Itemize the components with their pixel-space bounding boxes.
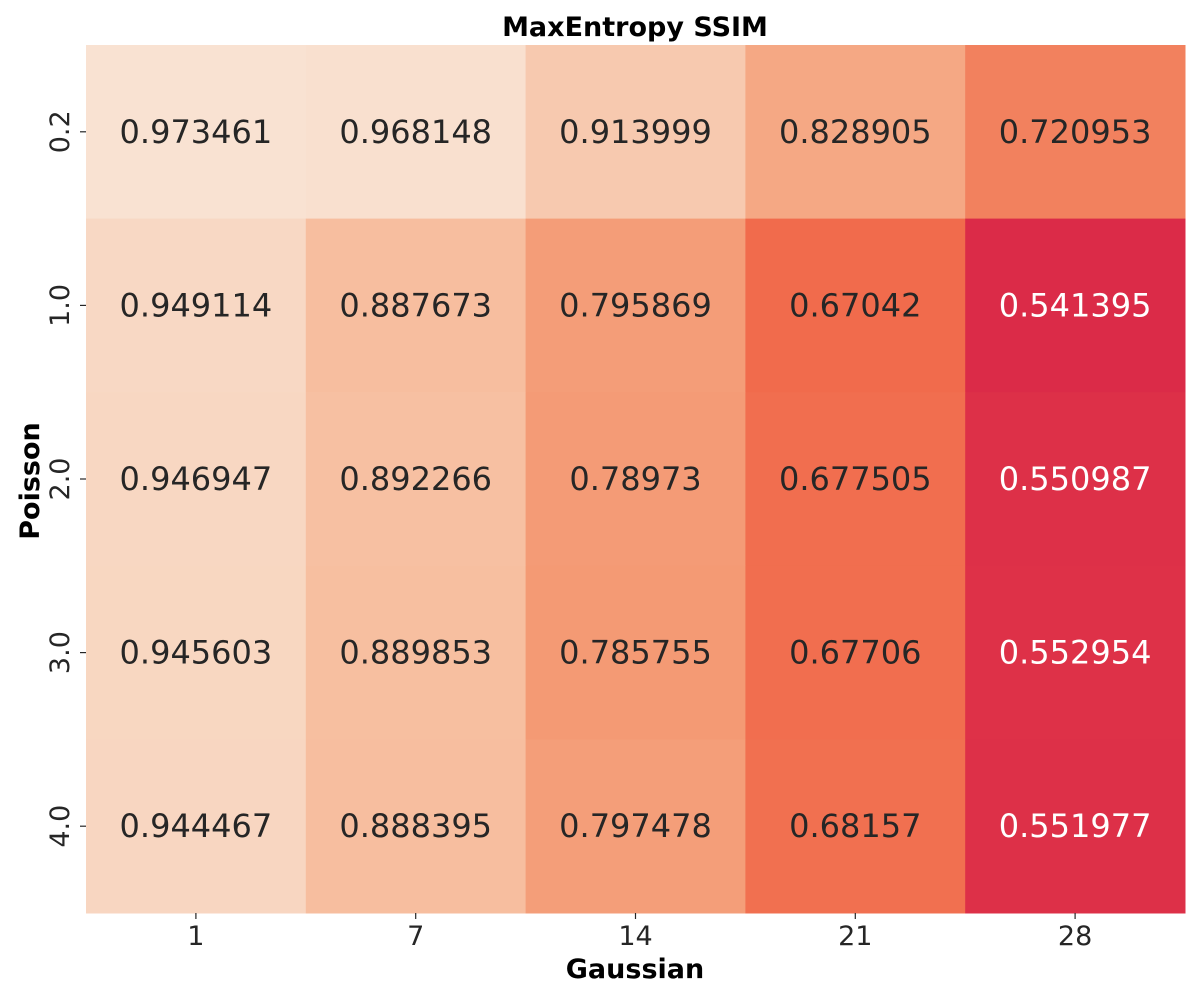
heatmap-cell-label: 0.78973 xyxy=(569,460,701,498)
heatmap-cell xyxy=(745,565,966,740)
heatmap-cell xyxy=(86,45,307,220)
heatmap-cell xyxy=(305,565,527,740)
heatmap-cell-label: 0.552954 xyxy=(999,634,1152,672)
x-tick-label: 1 xyxy=(187,921,204,952)
heatmap-cell xyxy=(86,218,307,393)
heatmap-cell xyxy=(86,392,307,567)
heatmap-cell xyxy=(965,45,1186,220)
heatmap-cell-label: 0.541395 xyxy=(999,286,1152,324)
heatmap-cell xyxy=(745,45,966,220)
heatmap-cell xyxy=(525,565,746,740)
heatmap-cell xyxy=(745,739,966,914)
heatmap-cell-label: 0.67042 xyxy=(789,286,921,324)
heatmap-cell-label: 0.551977 xyxy=(999,807,1152,845)
heatmap-cell xyxy=(86,739,307,914)
heatmap-cell xyxy=(745,218,966,393)
heatmap-cell-label: 0.797478 xyxy=(559,807,712,845)
heatmap-cell xyxy=(525,218,746,393)
y-tick-label: 1.0 xyxy=(45,284,76,327)
heatmap-cell xyxy=(305,739,527,914)
heatmap-cell-label: 0.944467 xyxy=(120,807,273,845)
heatmap-cell xyxy=(525,739,746,914)
y-axis-label: Poisson xyxy=(15,422,46,540)
x-tick-label: 21 xyxy=(838,921,872,952)
heatmap-cell xyxy=(745,392,966,567)
heatmap-cell xyxy=(965,218,1186,393)
heatmap-cell-label: 0.888395 xyxy=(339,807,492,845)
heatmap-cells: 0.973461 0.968148 0.913999 0.828905 0.720953… xyxy=(86,45,1186,914)
heatmap-cell-label: 0.968148 xyxy=(339,113,492,151)
y-tick-label: 3.0 xyxy=(45,631,76,674)
heatmap-cell-label: 0.889853 xyxy=(339,634,492,672)
heatmap-cell-label: 0.892266 xyxy=(339,460,492,498)
heatmap-cell xyxy=(305,45,527,220)
heatmap-cell-label: 0.785755 xyxy=(559,634,712,672)
x-tick-label: 7 xyxy=(407,921,424,952)
y-tick-label: 4.0 xyxy=(45,805,76,848)
x-axis-label: Gaussian xyxy=(566,954,704,985)
heatmap-cell-label: 0.67706 xyxy=(789,634,921,672)
heatmap-cell-label: 0.887673 xyxy=(339,286,492,324)
heatmap-cell xyxy=(525,45,746,220)
y-tick-label: 0.2 xyxy=(45,110,76,153)
y-tick-label: 2.0 xyxy=(45,458,76,501)
heatmap-cell-label: 0.795869 xyxy=(559,286,712,324)
heatmap-cell xyxy=(965,739,1186,914)
heatmap-cell xyxy=(86,565,307,740)
heatmap-cell xyxy=(965,565,1186,740)
chart-title: MaxEntropy SSIM xyxy=(502,12,768,43)
heatmap-cell-label: 0.949114 xyxy=(120,286,273,324)
y-axis-ticks: 0.2 1.0 2.0 3.0 4.0 xyxy=(45,110,86,848)
x-tick-label: 14 xyxy=(618,921,652,952)
heatmap-cell-label: 0.677505 xyxy=(779,460,932,498)
heatmap-cell xyxy=(305,392,527,567)
x-axis-ticks: 1 7 14 21 28 xyxy=(187,913,1092,952)
heatmap-cell-label: 0.973461 xyxy=(120,113,273,151)
x-tick-label: 28 xyxy=(1058,921,1092,952)
heatmap-cell xyxy=(525,392,746,567)
heatmap-cell xyxy=(965,392,1186,567)
heatmap-cell-label: 0.68157 xyxy=(789,807,921,845)
heatmap-cell-label: 0.720953 xyxy=(999,113,1152,151)
heatmap-cell-label: 0.946947 xyxy=(120,460,273,498)
heatmap-cell-label: 0.945603 xyxy=(120,634,273,672)
heatmap-cell-label: 0.828905 xyxy=(779,113,932,151)
heatmap-cell-label: 0.550987 xyxy=(999,460,1152,498)
heatmap-cell-label: 0.913999 xyxy=(559,113,712,151)
heatmap-cell xyxy=(305,218,527,393)
